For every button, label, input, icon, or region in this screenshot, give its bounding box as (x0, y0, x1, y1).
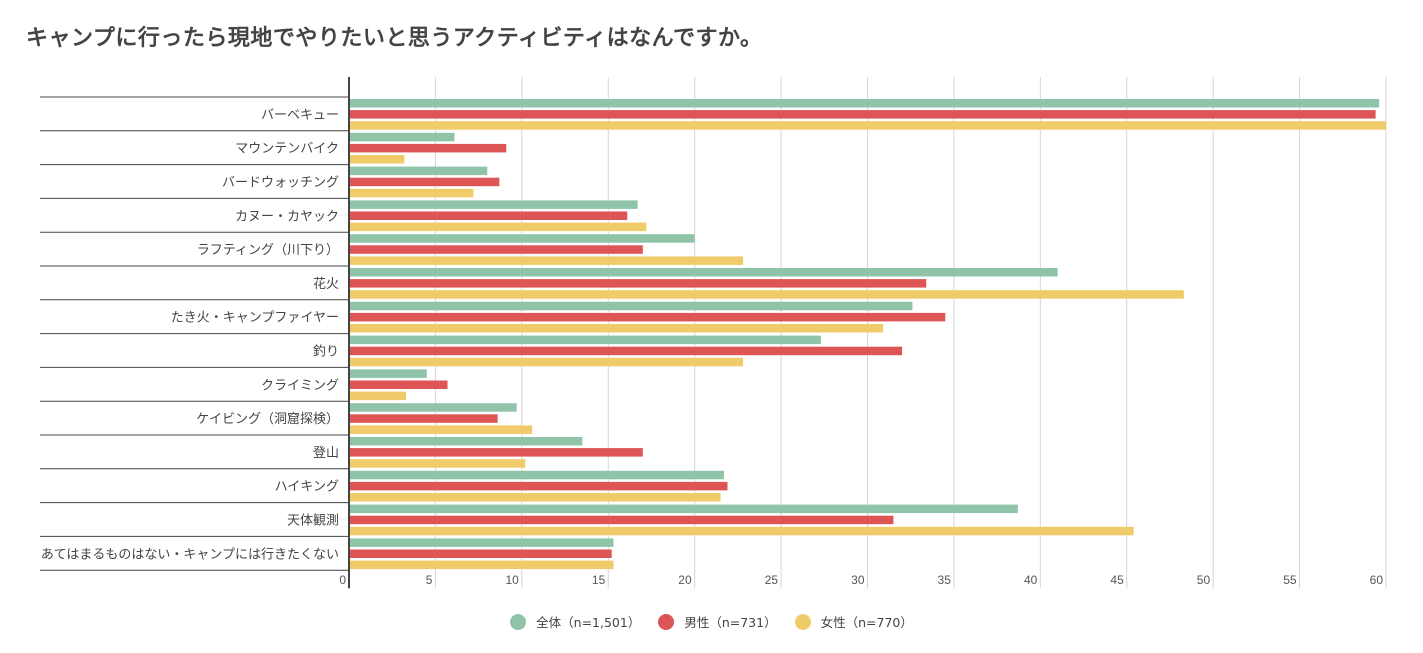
bar-total (349, 504, 1018, 514)
bar-total (349, 99, 1380, 108)
x-tick-label: 15 (592, 573, 606, 587)
bar-female (349, 459, 526, 468)
x-tick-label: 55 (1283, 573, 1297, 587)
bar-female (349, 560, 614, 570)
bar-total (349, 369, 427, 378)
bar-male (349, 312, 946, 322)
bar-male (349, 515, 894, 525)
legend-item[interactable]: 女性（n=770） (794, 612, 913, 631)
bar-male (349, 211, 628, 220)
bar-female (349, 425, 533, 434)
x-tick-label: 60 (1370, 573, 1384, 587)
bar-total (349, 538, 614, 547)
bar-total (349, 132, 455, 142)
bar-total (349, 200, 638, 209)
bar-female (349, 222, 647, 232)
category-label: ケイビング（洞窟探検） (196, 411, 339, 427)
category-label: カヌー・カヤック (235, 209, 339, 224)
category-label: マウンテンバイク (235, 142, 339, 157)
x-tick-label: 25 (765, 573, 779, 587)
legend: 全体（n=1,501） 男性（n=731） 女性（n=770） (0, 612, 1423, 631)
legend-swatch-icon (794, 613, 811, 630)
bar-male (349, 414, 498, 423)
bar-total (349, 268, 1058, 277)
category-label: あてはまるものはない・キャンプには行きたくない (41, 547, 339, 562)
bar-male (349, 481, 728, 491)
category-label: ハイキング (275, 480, 339, 495)
bar-female (349, 155, 405, 164)
bar-female (349, 357, 744, 367)
bar-female (349, 290, 1184, 299)
bar-female (349, 526, 1134, 536)
legend-item[interactable]: 全体（n=1,501） (510, 612, 640, 631)
bar-total (349, 335, 821, 345)
x-tick-label: 0 (339, 573, 346, 587)
bar-total (349, 403, 517, 412)
bar-chart: バーベキューマウンテンバイクバードウォッチングカヌー・カヤックラフティング（川下… (40, 77, 1387, 589)
bar-total (349, 301, 913, 311)
category-label: バードウォッチング (222, 176, 339, 191)
category-label: 天体観測 (287, 514, 339, 529)
x-tick-label: 30 (851, 573, 865, 587)
bar-female (349, 188, 474, 198)
category-label: たき火・キャンプファイヤー (171, 311, 339, 326)
bar-male (349, 245, 643, 254)
x-tick-label: 20 (678, 573, 692, 587)
category-label: 登山 (313, 446, 339, 461)
x-tick-label: 50 (1197, 573, 1211, 587)
bar-female (349, 391, 407, 401)
bar-female (349, 493, 721, 502)
bar-male (349, 279, 927, 288)
category-label: 釣り (313, 344, 339, 360)
category-label: ラフティング（川下り） (197, 243, 339, 258)
bar-female (349, 256, 744, 265)
legend-label: 全体（n=1,501） (536, 615, 641, 630)
bar-male (349, 143, 507, 153)
category-label: クライミング (261, 378, 339, 393)
bar-total (349, 166, 488, 176)
bar-male (349, 549, 612, 558)
chart-title: キャンプに行ったら現地でやりたいと思うアクティビティはなんですか。 (26, 26, 763, 51)
x-tick-label: 40 (1024, 573, 1038, 587)
bar-female (349, 324, 884, 333)
x-tick-label: 10 (505, 573, 519, 587)
bar-male (349, 380, 448, 389)
bar-total (349, 437, 583, 446)
bar-male (349, 110, 1376, 119)
bar-female (349, 121, 1386, 130)
x-tick-label: 35 (938, 573, 952, 587)
x-tick-label: 5 (426, 573, 433, 587)
legend-item[interactable]: 男性（n=731） (658, 612, 777, 631)
legend-swatch-icon (658, 613, 675, 630)
legend-label: 男性（n=731） (684, 615, 777, 630)
x-tick-label: 45 (1110, 573, 1124, 587)
legend-swatch-icon (510, 613, 527, 630)
bar-male (349, 448, 643, 457)
legend-label: 女性（n=770） (820, 615, 913, 630)
category-label: バーベキュー (261, 108, 339, 123)
bar-total (349, 234, 695, 243)
bar-total (349, 470, 725, 480)
category-label: 花火 (313, 276, 339, 292)
bar-male (349, 177, 500, 187)
bar-male (349, 346, 903, 356)
